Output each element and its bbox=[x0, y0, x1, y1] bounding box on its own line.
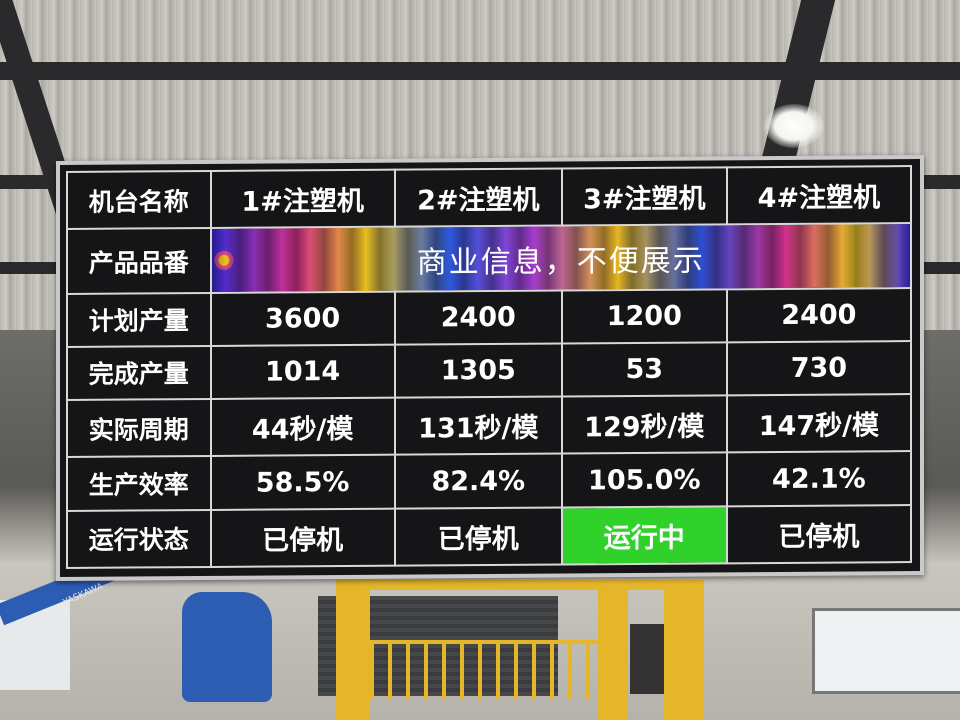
table-row-actual-cycle: 实际周期 44秒/模 131秒/模 129秒/模 147秒/模 bbox=[67, 394, 911, 458]
row-label-product-code: 产品品番 bbox=[67, 228, 211, 294]
machine-name-1: 1#注塑机 bbox=[210, 169, 395, 229]
ceiling-lamp bbox=[764, 104, 824, 148]
completed-output-2: 1305 bbox=[394, 343, 562, 398]
row-label-machine-name: 机台名称 bbox=[67, 170, 211, 230]
efficiency-4: 42.1% bbox=[726, 451, 911, 506]
yellow-frame bbox=[336, 580, 704, 590]
run-status-2: 已停机 bbox=[394, 507, 562, 566]
run-status-3: 运行中 bbox=[561, 505, 727, 565]
actual-cycle-3: 129秒/模 bbox=[561, 395, 727, 454]
planned-output-2: 2400 bbox=[394, 290, 562, 345]
row-label-completed-output: 完成产量 bbox=[67, 345, 211, 401]
yellow-frame bbox=[336, 582, 370, 720]
machine-name-2: 2#注塑机 bbox=[394, 168, 562, 228]
completed-output-3: 53 bbox=[561, 342, 727, 397]
safety-railing bbox=[370, 640, 598, 700]
actual-cycle-1: 44秒/模 bbox=[210, 397, 395, 457]
table-row-efficiency: 生产效率 58.5% 82.4% 105.0% 42.1% bbox=[67, 451, 911, 511]
yellow-frame bbox=[598, 582, 628, 720]
planned-output-3: 1200 bbox=[561, 289, 727, 344]
ceiling-beam bbox=[0, 62, 960, 80]
table-row-header: 机台名称 1#注塑机 2#注塑机 3#注塑机 4#注塑机 bbox=[67, 166, 911, 230]
actual-cycle-4: 147秒/模 bbox=[726, 394, 911, 453]
run-status-4: 已停机 bbox=[726, 504, 911, 564]
actual-cycle-2: 131秒/模 bbox=[394, 396, 562, 456]
run-status-1: 已停机 bbox=[210, 508, 395, 567]
row-label-efficiency: 生产效率 bbox=[67, 456, 211, 511]
row-label-planned-output: 计划产量 bbox=[67, 292, 211, 347]
efficiency-1: 58.5% bbox=[210, 455, 395, 510]
masked-product-info: 商业信息，不便展示 bbox=[210, 223, 911, 293]
yellow-frame bbox=[664, 584, 704, 720]
table-row-completed-output: 完成产量 1014 1305 53 730 bbox=[67, 340, 911, 401]
table-row-run-status: 运行状态 已停机 已停机 运行中 已停机 bbox=[67, 504, 911, 568]
machine-name-4: 4#注塑机 bbox=[726, 166, 911, 225]
row-label-run-status: 运行状态 bbox=[67, 509, 211, 568]
control-panel bbox=[630, 624, 664, 694]
row-label-actual-cycle: 实际周期 bbox=[67, 399, 211, 458]
efficiency-3: 105.0% bbox=[561, 452, 727, 508]
planned-output-1: 3600 bbox=[210, 291, 395, 346]
table-row-product-code: 产品品番 商业信息，不便展示 bbox=[67, 223, 911, 294]
production-status-table: 机台名称 1#注塑机 2#注塑机 3#注塑机 4#注塑机 产品品番 商业信息，不… bbox=[66, 165, 912, 569]
machine-name-3: 3#注塑机 bbox=[561, 167, 727, 226]
efficiency-2: 82.4% bbox=[394, 453, 562, 509]
planned-output-4: 2400 bbox=[726, 287, 911, 343]
table-row-planned-output: 计划产量 3600 2400 1200 2400 bbox=[67, 287, 911, 347]
led-screen: 机台名称 1#注塑机 2#注塑机 3#注塑机 4#注塑机 产品品番 商业信息，不… bbox=[60, 158, 920, 578]
production-led-board: 机台名称 1#注塑机 2#注塑机 3#注塑机 4#注塑机 产品品番 商业信息，不… bbox=[56, 154, 924, 582]
completed-output-1: 1014 bbox=[210, 344, 395, 400]
factory-window bbox=[812, 608, 960, 694]
masked-info-text: 商业信息，不便展示 bbox=[416, 243, 705, 281]
industrial-robot bbox=[182, 592, 272, 702]
completed-output-4: 730 bbox=[726, 340, 911, 396]
